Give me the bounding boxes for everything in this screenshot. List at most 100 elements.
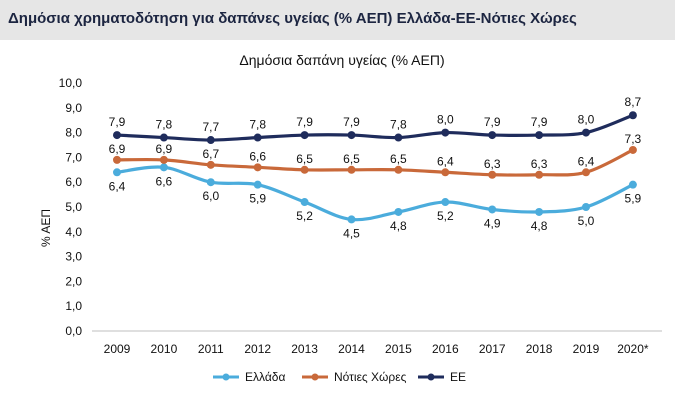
x-tick-label: 2012 (244, 342, 271, 356)
data-labels: 6,4 6,6 6,0 5,9 5,2 4,5 4,8 5,2 4,9 4,8 5,0 5,9 6,9 6… (109, 95, 642, 240)
x-tick-label: 2020* (617, 342, 649, 356)
data-label: 7,9 (531, 115, 548, 129)
y-axis-label: % ΑΕΠ (39, 209, 53, 247)
data-point (206, 136, 215, 145)
data-label: 6,6 (156, 174, 173, 188)
x-tick-label: 2013 (291, 342, 318, 356)
data-label: 7,9 (109, 115, 126, 129)
data-label: 7,8 (390, 118, 407, 132)
series-line (115, 113, 635, 142)
data-point (394, 207, 403, 216)
data-point (441, 198, 450, 207)
series-lines (113, 111, 637, 224)
data-label: 6,9 (156, 142, 173, 156)
data-point (441, 168, 450, 177)
y-tick-label: 3,0 (65, 250, 82, 264)
data-label: 6,5 (390, 152, 407, 166)
data-point (300, 165, 309, 174)
data-label: 5,9 (249, 192, 266, 206)
data-point (582, 128, 590, 137)
data-point (535, 170, 544, 179)
data-label: 7,9 (343, 115, 360, 129)
data-label: 6,0 (202, 189, 219, 203)
line-chart: Δημόσια δαπάνη υγείας (% ΑΕΠ) % ΑΕΠ 0,0 1… (39, 52, 662, 384)
series-line (115, 148, 635, 177)
data-label: 6,4 (578, 154, 595, 168)
legend: Ελλάδα Νότιες Χώρες ΕΕ (213, 370, 466, 384)
data-point (582, 168, 590, 177)
legend-marker (222, 373, 230, 381)
data-label: 4,8 (390, 219, 407, 233)
data-label: 4,5 (343, 226, 360, 240)
y-tick-label: 8,0 (65, 126, 82, 140)
x-tick-label: 2018 (526, 342, 553, 356)
legend-marker (427, 373, 435, 381)
data-point (347, 165, 356, 174)
data-point (347, 215, 356, 224)
data-label: 8,0 (578, 113, 595, 127)
data-label: 5,2 (296, 209, 313, 223)
data-point (488, 205, 497, 214)
legend-marker (311, 373, 319, 381)
data-label: 5,9 (625, 192, 642, 206)
x-tick-labels: 2009 2010 2011 2012 2013 2014 2015 2016 2017 2018… (104, 342, 649, 356)
data-point (628, 145, 637, 154)
y-tick-label: 4,0 (65, 225, 82, 239)
data-label: 7,8 (249, 118, 266, 132)
data-point (441, 128, 450, 137)
data-label: 7,8 (156, 118, 173, 132)
y-tick-label: 2,0 (65, 274, 82, 288)
data-label: 6,7 (202, 147, 219, 161)
data-label: 6,3 (484, 157, 501, 171)
y-tick-label: 7,0 (65, 150, 82, 164)
y-tick-label: 5,0 (65, 200, 82, 214)
data-point (159, 163, 168, 172)
data-label: 6,4 (437, 154, 454, 168)
data-label: 7,3 (625, 132, 642, 146)
y-tick-label: 0,0 (65, 324, 82, 338)
y-tick-labels: 0,0 1,0 2,0 3,0 4,0 5,0 6,0 7,0 8,0 9,0 10,0 (59, 76, 83, 338)
x-tick-label: 2016 (432, 342, 459, 356)
data-label: 5,2 (437, 209, 454, 223)
legend-entry: Νότιες Χώρες (334, 370, 407, 384)
x-tick-label: 2015 (385, 342, 412, 356)
data-point (206, 160, 215, 169)
data-point (113, 131, 121, 140)
x-tick-label: 2011 (198, 342, 224, 356)
header-bar: Δημόσια χρηματοδότηση για δαπάνες υγείας… (0, 0, 675, 40)
data-label: 4,8 (531, 219, 548, 233)
data-label: 8,7 (625, 95, 642, 109)
data-point (628, 111, 637, 120)
data-point (300, 198, 309, 207)
data-point (253, 163, 262, 172)
y-tick-label: 10,0 (59, 76, 83, 90)
data-point (488, 131, 497, 140)
data-point (628, 180, 637, 189)
data-point (113, 155, 121, 164)
data-point (535, 207, 544, 216)
y-tick-label: 1,0 (65, 299, 82, 313)
data-point (159, 155, 168, 164)
data-label: 6,6 (249, 149, 266, 163)
data-label: 6,9 (109, 142, 126, 156)
data-label: 6,4 (109, 179, 126, 193)
legend-entry: Ελλάδα (245, 370, 285, 384)
data-point (582, 203, 590, 211)
data-label: 6,5 (296, 152, 313, 166)
x-tick-label: 2009 (104, 342, 131, 356)
data-point (394, 133, 403, 142)
data-label: 7,7 (202, 120, 219, 134)
x-tick-label: 2014 (338, 342, 365, 356)
x-tick-label: 2017 (479, 342, 506, 356)
data-point (535, 131, 544, 140)
data-label: 6,3 (531, 157, 548, 171)
data-label: 6,5 (343, 152, 360, 166)
data-point (253, 180, 262, 189)
legend-entry: ΕΕ (450, 370, 466, 384)
x-tick-label: 2019 (573, 342, 600, 356)
data-label: 7,9 (296, 115, 313, 129)
data-point (347, 131, 356, 140)
y-tick-label: 9,0 (65, 101, 82, 115)
data-point (253, 133, 262, 142)
x-tick-label: 2010 (151, 342, 178, 356)
